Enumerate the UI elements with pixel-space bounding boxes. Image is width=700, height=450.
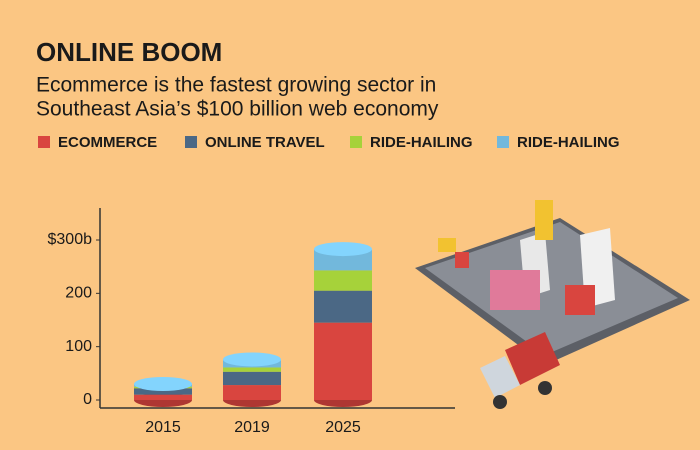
chart-title: ONLINE BOOM xyxy=(36,37,222,67)
wheel xyxy=(538,381,552,395)
clothes xyxy=(565,285,595,315)
y-tick-label: $300b xyxy=(48,231,93,248)
bar-segment xyxy=(223,367,281,372)
legend-swatch xyxy=(497,136,509,148)
truck-cab xyxy=(480,356,520,398)
plot: 0 100 200 $300b 2015 2019 2025 xyxy=(48,208,455,436)
subtitle: Ecommerce is the fastest growing sector … xyxy=(36,74,436,97)
legend-label: RIDE-HAILING xyxy=(517,134,620,151)
legend-swatch xyxy=(38,136,50,148)
legend-swatch xyxy=(185,136,197,148)
bar-segment xyxy=(223,385,281,400)
legend-swatch xyxy=(350,136,362,148)
legend: ECOMMERCE ONLINE TRAVEL RIDE-HAILING RIDE-H… xyxy=(38,134,620,151)
dress xyxy=(535,200,553,240)
cylinder-top xyxy=(134,377,192,391)
bar-segment xyxy=(314,270,372,291)
bag xyxy=(455,252,469,268)
x-tick-label: 2015 xyxy=(145,419,181,436)
truck-cargo xyxy=(505,332,560,385)
legend-label: RIDE-HAILING xyxy=(370,134,473,151)
bar-segment xyxy=(314,290,372,323)
bar-segment xyxy=(134,388,192,395)
legend-label: ECOMMERCE xyxy=(58,134,157,151)
cylinder-top xyxy=(223,352,281,367)
bar-segment xyxy=(314,322,372,400)
legend-label: ONLINE TRAVEL xyxy=(205,134,325,151)
y-tick-label: 100 xyxy=(65,338,92,355)
wheel xyxy=(493,395,507,409)
x-tick-label: 2019 xyxy=(234,419,270,436)
bag xyxy=(438,238,456,252)
clothes xyxy=(490,270,540,310)
illustration xyxy=(415,200,690,409)
y-tick-label: 0 xyxy=(83,391,92,408)
bar-segment xyxy=(134,394,192,400)
bar-segment xyxy=(223,371,281,386)
cylinder-top xyxy=(314,242,372,257)
subtitle: Southeast Asia’s $100 billion web econom… xyxy=(36,98,439,121)
x-tick-label: 2025 xyxy=(325,419,361,436)
phone-screen xyxy=(425,222,678,355)
y-tick-label: 200 xyxy=(65,285,92,302)
